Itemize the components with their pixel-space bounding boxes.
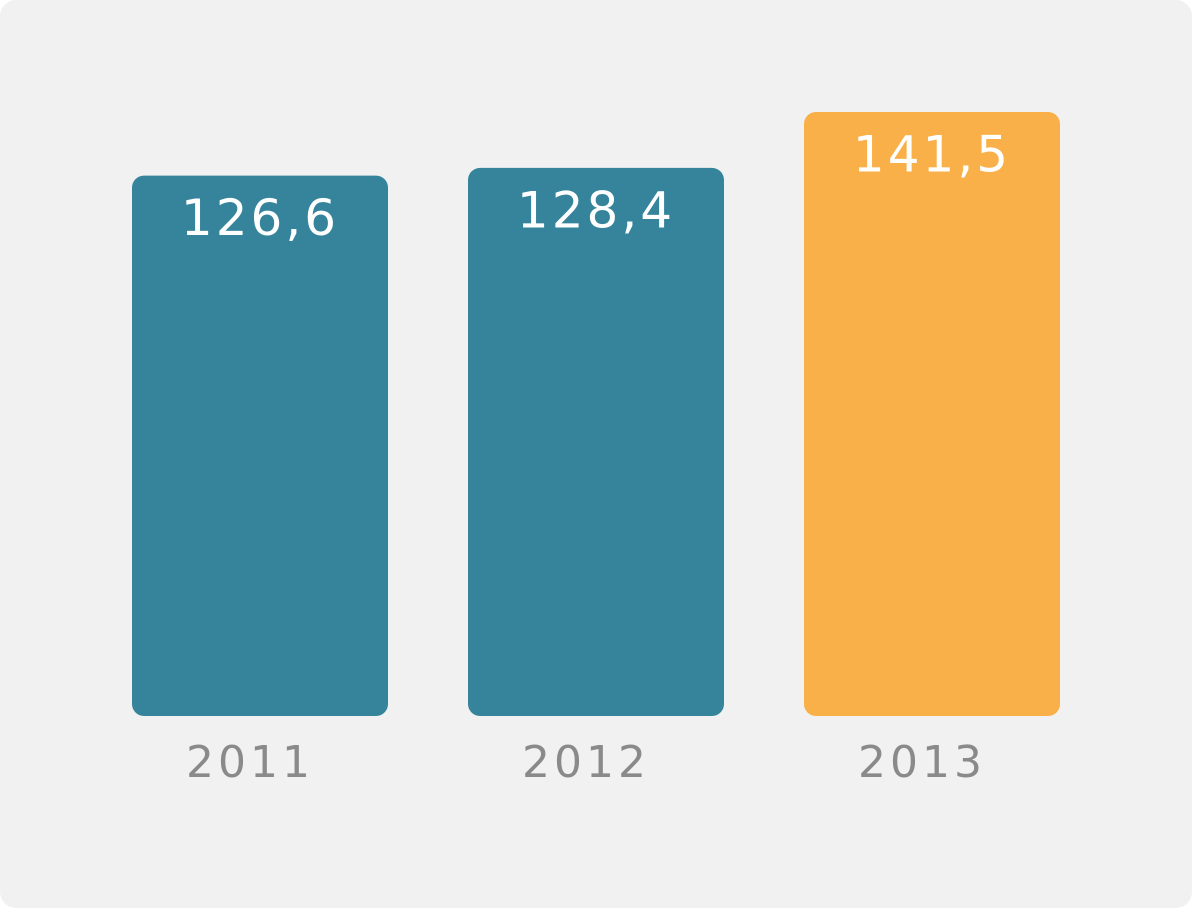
- bar: [804, 112, 1060, 716]
- value-label: 141,5: [853, 126, 1011, 184]
- bar: [468, 167, 724, 716]
- value-label: 128,4: [517, 181, 675, 239]
- x-tick-label: 2013: [858, 737, 986, 788]
- bar: [132, 175, 388, 716]
- x-tick-label: 2012: [522, 737, 650, 788]
- x-tick-label: 2011: [186, 737, 314, 788]
- value-label: 126,6: [181, 189, 339, 247]
